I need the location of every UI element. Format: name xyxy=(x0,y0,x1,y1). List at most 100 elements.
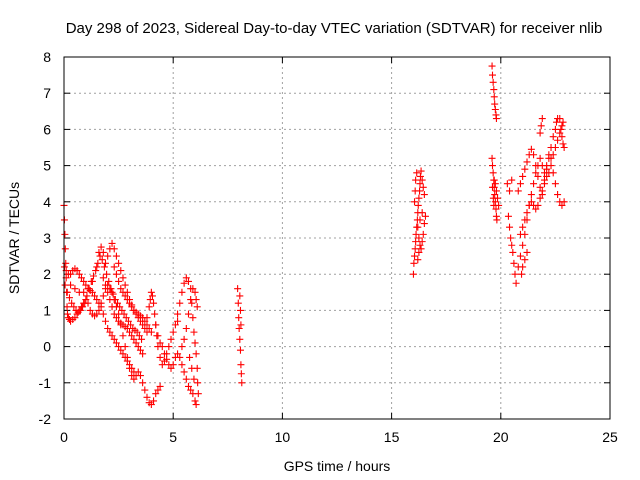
data-point xyxy=(110,310,118,318)
data-point xyxy=(491,198,499,206)
data-point xyxy=(136,372,144,380)
data-point xyxy=(104,288,112,296)
data-point xyxy=(119,332,127,340)
data-point xyxy=(235,314,243,322)
data-point xyxy=(413,169,421,177)
data-point xyxy=(237,321,245,329)
data-point xyxy=(511,270,519,278)
data-point xyxy=(416,241,424,249)
data-point xyxy=(192,296,200,304)
data-point xyxy=(99,310,107,318)
data-point xyxy=(112,339,120,347)
data-point xyxy=(119,350,127,358)
data-point xyxy=(559,140,567,148)
data-point xyxy=(530,151,538,159)
data-point xyxy=(519,263,527,271)
data-point xyxy=(152,321,160,329)
data-point xyxy=(106,296,114,304)
data-point xyxy=(186,353,194,361)
data-point xyxy=(94,259,102,267)
data-point xyxy=(126,299,134,307)
data-point xyxy=(558,201,566,209)
data-point xyxy=(534,172,542,180)
data-point xyxy=(117,267,125,275)
data-point xyxy=(192,401,200,409)
data-point xyxy=(492,205,500,213)
data-point xyxy=(93,310,101,318)
data-point xyxy=(123,296,131,304)
data-point xyxy=(73,267,81,275)
data-point xyxy=(509,248,517,256)
data-point xyxy=(182,375,190,383)
data-point xyxy=(63,288,71,296)
data-point xyxy=(556,129,564,137)
data-point xyxy=(128,332,136,340)
data-point xyxy=(121,281,129,289)
data-point xyxy=(417,167,425,175)
data-point xyxy=(81,299,89,307)
data-point xyxy=(236,306,244,314)
data-point xyxy=(557,125,565,133)
data-point xyxy=(127,321,135,329)
data-point xyxy=(536,183,544,191)
data-point xyxy=(68,299,76,307)
data-point xyxy=(521,256,529,264)
y-tick-label: 3 xyxy=(43,230,51,246)
data-point xyxy=(527,198,535,206)
data-point xyxy=(489,78,497,86)
data-point xyxy=(189,285,197,293)
data-point xyxy=(147,401,155,409)
y-tick-label: -2 xyxy=(39,411,52,427)
data-point xyxy=(76,306,84,314)
data-point xyxy=(549,169,557,177)
data-point xyxy=(117,285,125,293)
data-point xyxy=(178,288,186,296)
data-point xyxy=(536,194,544,202)
data-point xyxy=(532,162,540,170)
x-tick-label: 25 xyxy=(602,429,618,445)
data-point xyxy=(165,343,173,351)
data-point xyxy=(143,314,151,322)
data-point xyxy=(71,314,79,322)
data-point xyxy=(549,133,557,141)
data-point xyxy=(416,216,424,224)
data-point xyxy=(67,281,75,289)
data-point xyxy=(516,252,524,260)
data-point xyxy=(93,263,101,271)
data-point xyxy=(418,238,426,246)
data-point xyxy=(61,230,69,238)
data-point xyxy=(89,272,97,280)
data-point xyxy=(130,335,138,343)
data-point xyxy=(174,317,182,325)
data-point xyxy=(167,335,175,343)
data-point xyxy=(184,277,192,285)
data-point xyxy=(82,296,90,304)
data-point xyxy=(518,270,526,278)
data-point xyxy=(115,343,123,351)
data-point xyxy=(167,364,175,372)
data-point xyxy=(545,151,553,159)
data-point xyxy=(491,191,499,199)
data-point xyxy=(489,162,497,170)
data-point xyxy=(411,187,419,195)
data-point xyxy=(490,201,498,209)
data-point xyxy=(412,176,420,184)
data-point xyxy=(415,194,423,202)
data-point xyxy=(190,375,198,383)
data-point xyxy=(75,270,83,278)
data-point xyxy=(536,154,544,162)
data-point xyxy=(180,279,188,287)
data-point xyxy=(492,115,500,123)
data-point xyxy=(411,252,419,260)
data-point xyxy=(536,129,544,137)
data-point xyxy=(514,187,522,195)
data-point xyxy=(82,281,90,289)
data-point xyxy=(178,361,186,369)
data-point xyxy=(114,299,122,307)
data-point xyxy=(112,314,120,322)
data-point xyxy=(516,230,524,238)
data-point xyxy=(70,303,78,311)
data-point xyxy=(490,93,498,101)
data-point xyxy=(126,328,134,336)
data-point xyxy=(97,243,105,251)
